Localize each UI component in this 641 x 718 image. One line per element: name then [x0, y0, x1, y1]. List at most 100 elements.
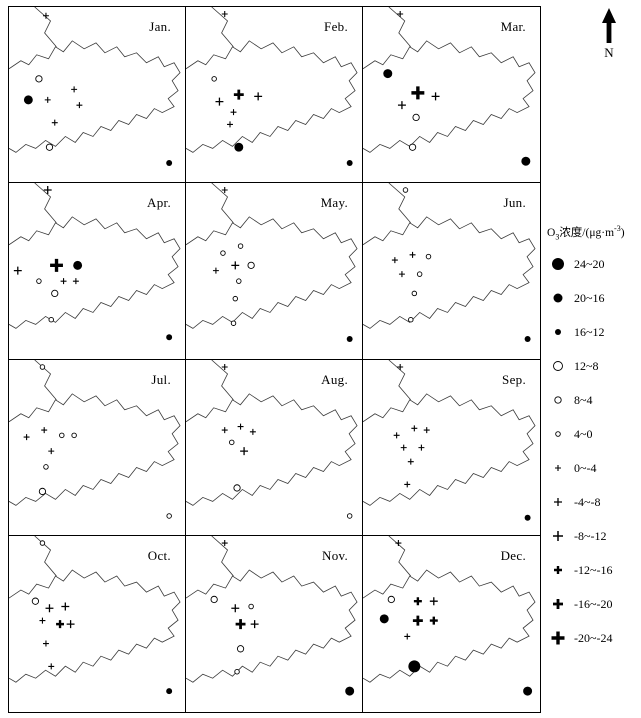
- station-symbol-o1: [211, 76, 217, 82]
- station-symbol-o2: [210, 595, 218, 603]
- legend-symbol-filled-circle-large: [552, 258, 564, 271]
- station-symbol-o1: [416, 271, 423, 278]
- station-symbol-o2: [387, 595, 395, 603]
- station-symbol-p1: [555, 465, 561, 472]
- month-label: May.: [320, 195, 348, 211]
- province-outline-map: [186, 535, 358, 696]
- station-symbol-p1: [76, 102, 83, 109]
- map-panel-aug: Aug.: [186, 359, 363, 536]
- legend-item-p1: 0~-4: [547, 457, 641, 479]
- station-symbol-f2: [73, 261, 83, 271]
- station-symbol-p1: [42, 640, 49, 647]
- boundary-line: [9, 216, 181, 330]
- province-outline-map: [9, 7, 181, 166]
- station-symbol-pb1: [554, 566, 562, 575]
- station-symbol-p1: [237, 423, 244, 430]
- station-symbol-pb1: [56, 619, 64, 628]
- station-symbol-f1: [555, 329, 561, 336]
- station-symbol-o1: [71, 432, 77, 438]
- station-symbol-p2: [554, 498, 562, 507]
- boundary-line: [34, 359, 57, 400]
- station-symbol-f3: [408, 660, 421, 673]
- legend-label: 20~16: [574, 290, 605, 305]
- station-symbol-p1: [42, 12, 49, 19]
- legend-symbol-open-circle-medium: [554, 396, 562, 404]
- station-symbol-o2: [31, 597, 40, 605]
- station-symbol-o1: [48, 317, 54, 323]
- legend-item-f2: 20~16: [547, 287, 641, 309]
- station-symbol-o2: [554, 396, 562, 404]
- station-symbol-pb3: [50, 259, 63, 273]
- station-symbol-p1: [404, 633, 411, 640]
- station-symbol-o1: [39, 540, 46, 546]
- station-symbol-p1: [48, 663, 55, 670]
- legend-symbol-cross-large-bold: [551, 631, 565, 645]
- province-outline-map: [186, 183, 358, 343]
- station-symbol-p2: [254, 92, 263, 101]
- station-symbol-pb2: [233, 89, 244, 100]
- station-symbol-pb3: [411, 86, 425, 100]
- station-symbol-o1: [236, 278, 242, 285]
- boundary-line: [186, 392, 358, 506]
- province-outline-map: [186, 359, 358, 519]
- legend-symbol-cross-medium-bold: [553, 599, 563, 610]
- station-symbol-p1: [230, 109, 237, 116]
- station-symbol-pb2: [412, 615, 423, 626]
- legend-item-o1: 4~0: [547, 423, 641, 445]
- month-label: Jan.: [149, 19, 171, 34]
- legend-item-list: 24~20 20~16 16~12 12~8 8~4 4~0 0~-4 -4~-8 -8~-12…: [547, 253, 641, 649]
- station-symbol-p1: [397, 363, 404, 370]
- station-symbol-o2: [38, 487, 47, 495]
- legend-symbol-filled-circle-medium: [553, 293, 563, 303]
- station-symbol-o1: [230, 320, 237, 327]
- station-symbol-p2: [61, 602, 70, 611]
- boundary-line: [211, 535, 234, 577]
- station-symbol-p1: [397, 11, 404, 17]
- legend-label: -4~-8: [574, 494, 601, 509]
- station-symbol-pb2: [553, 599, 563, 610]
- station-symbol-p1: [221, 426, 228, 433]
- station-symbol-f3: [552, 258, 564, 271]
- province-outline-map: [9, 535, 181, 694]
- station-symbol-p3: [553, 531, 563, 542]
- legend-symbol-filled-circle-small: [555, 329, 561, 336]
- station-symbol-p1: [48, 447, 55, 454]
- station-symbol-o1: [411, 290, 418, 297]
- station-symbol-p1: [391, 257, 398, 264]
- station-symbol-p2: [240, 446, 249, 455]
- map-grid: Jan. Feb. Mar. Apr. May. Jun. Jul. Aug. Sep. Oct.…: [8, 6, 541, 713]
- province-outline-map: [363, 7, 536, 166]
- map-panel-apr: Apr.: [9, 183, 186, 360]
- map-panel-sep: Sep.: [363, 359, 540, 536]
- legend-label: 24~20: [574, 256, 605, 271]
- station-symbol-f2: [523, 686, 533, 696]
- map-panel-mar: Mar.: [363, 7, 540, 184]
- station-symbol-p1: [409, 252, 416, 259]
- province-outline-map: [9, 183, 181, 341]
- station-symbol-pb2: [235, 618, 246, 629]
- boundary-line: [9, 40, 181, 153]
- boundary-line: [186, 216, 358, 330]
- boundary-line: [211, 183, 234, 224]
- boundary-line: [388, 535, 412, 577]
- station-symbol-pb1: [429, 616, 438, 625]
- station-symbol-p1: [212, 267, 219, 274]
- station-symbol-f2: [234, 142, 244, 152]
- station-symbol-o3: [553, 361, 563, 372]
- north-arrow: N: [592, 8, 626, 61]
- legend-label: -16~-20: [574, 596, 613, 611]
- boundary-line: [186, 40, 358, 153]
- legend-item-p2: -4~-8: [547, 491, 641, 513]
- station-symbol-f1: [166, 334, 173, 341]
- station-symbol-o1: [555, 431, 561, 438]
- station-symbol-p1: [404, 480, 411, 487]
- station-symbol-p1: [72, 278, 79, 285]
- map-panel-jan: Jan.: [9, 7, 186, 184]
- legend-title-sub: 3: [555, 232, 560, 242]
- legend-label: -8~-12: [574, 528, 607, 543]
- legend-label: -12~-16: [574, 562, 613, 577]
- station-symbol-o2: [408, 143, 417, 151]
- station-symbol-p1: [221, 187, 228, 194]
- month-label: Mar.: [500, 19, 526, 34]
- station-symbol-f1: [166, 687, 173, 694]
